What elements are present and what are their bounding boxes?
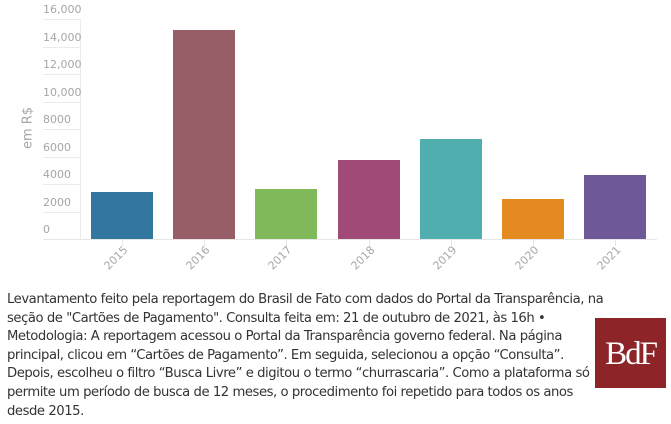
bar-2019[interactable]: [419, 138, 482, 239]
bar-2017[interactable]: [255, 188, 318, 239]
x-tick: [533, 240, 534, 246]
caption-line: Metodologia: A reportagem acessou o Port…: [7, 329, 562, 345]
bar-2016[interactable]: [173, 30, 236, 239]
x-tick: [122, 240, 123, 246]
brasil-de-fato-logo: BdF: [595, 318, 666, 388]
x-tick: [369, 240, 370, 246]
caption-line: desde 2015.: [7, 403, 84, 419]
y-tick-label: 10,000: [43, 86, 82, 99]
caption-line: seção de "Cartões de Pagamento". Consult…: [7, 310, 546, 326]
caption-line: Depois, escolheu o filtro “Busca Livre” …: [7, 366, 590, 382]
x-axis-line: [43, 239, 657, 240]
caption-line: permite um período de busca de 12 meses,…: [7, 384, 573, 400]
y-tick-label: 6000: [43, 141, 71, 154]
x-tick: [451, 240, 452, 246]
x-tick: [204, 240, 205, 246]
x-tick-label: 2017: [265, 243, 295, 273]
x-tick-label: 2020: [512, 243, 542, 273]
gridline: [43, 184, 81, 185]
y-tick-label: 12,000: [43, 58, 82, 71]
x-tick: [615, 240, 616, 246]
y-axis-title: em R$: [20, 106, 36, 150]
gridline: [43, 129, 81, 130]
x-tick-label: 2015: [101, 243, 131, 273]
y-tick-label: 2000: [43, 196, 71, 209]
y-tick-label: 4000: [43, 168, 71, 181]
x-tick: [286, 240, 287, 246]
x-tick-label: 2016: [183, 243, 213, 273]
caption-line: principal, clicou em “Cartões de Pagamen…: [7, 347, 564, 363]
bar-2015[interactable]: [91, 191, 153, 239]
gridline: [43, 47, 81, 48]
y-tick-label: 0: [43, 223, 50, 236]
gridline: [43, 212, 81, 213]
bar-chart: em R$ 0 2000 4000 6000 8000 10,000 12,000 14,00…: [20, 3, 657, 273]
gridline: [43, 102, 81, 103]
x-tick-label: 2019: [430, 243, 460, 273]
x-tick-label: 2018: [348, 243, 378, 273]
logo-text: BdF: [605, 335, 658, 372]
caption-line: Levantamento feito pela reportagem do Br…: [7, 292, 604, 307]
gridline: [43, 19, 81, 20]
bar-2020[interactable]: [502, 198, 564, 239]
bar-2018[interactable]: [337, 160, 400, 239]
x-tick-label: 2021: [594, 243, 624, 273]
y-tick-label: 14,000: [43, 31, 82, 44]
chart-caption: Levantamento feito pela reportagem do Br…: [7, 291, 604, 421]
y-tick-label: 16,000: [43, 3, 82, 16]
y-tick-label: 8000: [43, 113, 71, 126]
gridline: [43, 157, 81, 158]
bar-2021[interactable]: [584, 174, 647, 239]
gridline: [43, 74, 81, 75]
